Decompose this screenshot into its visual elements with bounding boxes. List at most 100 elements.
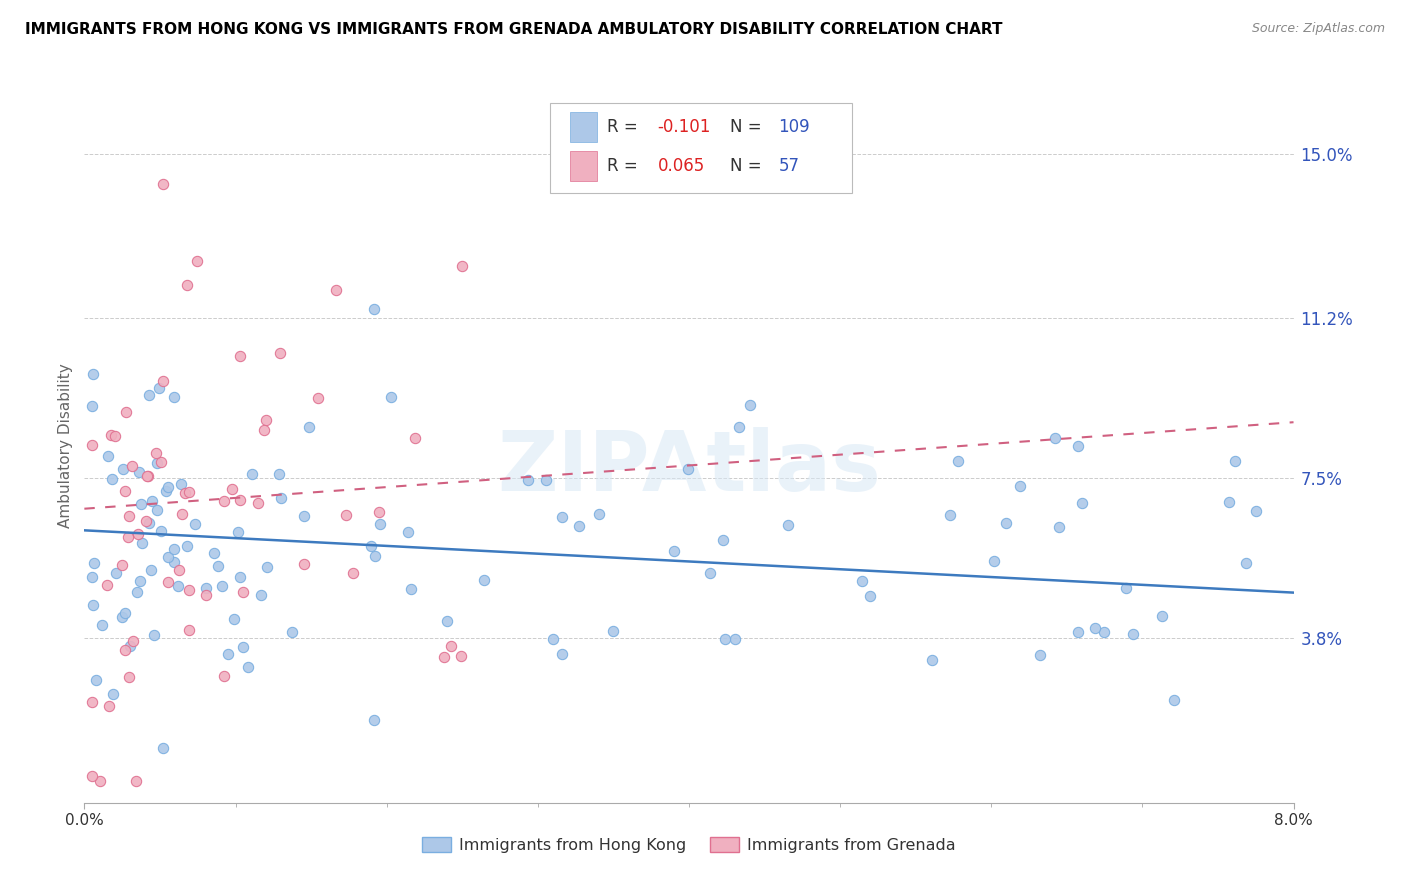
Text: N =: N =	[730, 118, 766, 136]
Point	[84, 673, 107, 688]
Point	[127, 527, 149, 541]
Point	[169, 477, 191, 491]
Point	[125, 774, 148, 789]
Point	[588, 507, 610, 521]
Point	[676, 462, 699, 476]
Point	[1029, 648, 1052, 662]
Point	[250, 588, 273, 602]
Point	[89, 774, 111, 789]
Point	[146, 456, 169, 470]
Point	[129, 497, 152, 511]
Point	[711, 533, 734, 548]
Point	[568, 518, 591, 533]
Point	[184, 516, 207, 531]
Point	[82, 598, 104, 612]
Text: -0.101: -0.101	[658, 118, 711, 136]
Point	[155, 483, 177, 498]
Point	[1047, 520, 1070, 534]
Point	[118, 639, 141, 653]
Point	[139, 562, 162, 576]
Point	[80, 570, 103, 584]
Point	[222, 612, 245, 626]
Point	[551, 509, 574, 524]
Point	[602, 624, 624, 638]
Point	[664, 544, 686, 558]
Point	[368, 505, 391, 519]
Point	[229, 492, 252, 507]
Legend: Immigrants from Hong Kong, Immigrants from Grenada: Immigrants from Hong Kong, Immigrants fr…	[416, 830, 962, 859]
Point	[433, 650, 456, 665]
Point	[152, 375, 174, 389]
Text: IMMIGRANTS FROM HONG KONG VS IMMIGRANTS FROM GRENADA AMBULATORY DISABILITY CORRE: IMMIGRANTS FROM HONG KONG VS IMMIGRANTS …	[25, 22, 1002, 37]
Point	[97, 449, 120, 463]
Point	[83, 556, 105, 570]
Point	[450, 649, 472, 664]
Text: R =: R =	[607, 118, 643, 136]
Text: R =: R =	[607, 157, 643, 175]
Point	[307, 391, 329, 405]
Point	[80, 399, 103, 413]
Point	[342, 566, 364, 580]
Text: 109: 109	[779, 118, 810, 136]
Point	[136, 469, 159, 483]
Point	[121, 459, 143, 474]
Point	[117, 530, 139, 544]
Point	[176, 278, 198, 293]
Point	[217, 647, 239, 661]
Point	[714, 632, 737, 646]
Text: ZIPAtlas: ZIPAtlas	[496, 427, 882, 508]
Point	[298, 419, 321, 434]
FancyBboxPatch shape	[571, 151, 598, 180]
Point	[103, 687, 125, 701]
Point	[267, 467, 290, 482]
Text: 0.065: 0.065	[658, 157, 704, 175]
Point	[229, 570, 252, 584]
Text: 57: 57	[779, 157, 800, 175]
Point	[226, 524, 249, 539]
Point	[1067, 625, 1090, 640]
Point	[150, 455, 173, 469]
Point	[994, 516, 1017, 530]
Point	[1092, 625, 1115, 640]
Point	[138, 387, 160, 401]
Point	[170, 507, 193, 521]
Point	[163, 555, 186, 569]
Point	[143, 628, 166, 642]
Point	[292, 558, 315, 572]
Point	[534, 473, 557, 487]
Point	[232, 640, 254, 655]
Point	[148, 381, 170, 395]
Point	[360, 540, 382, 554]
Point	[921, 653, 943, 667]
Point	[254, 413, 277, 427]
Point	[1234, 556, 1257, 570]
Point	[240, 467, 263, 482]
Point	[100, 427, 122, 442]
Point	[152, 741, 174, 756]
Point	[80, 769, 103, 783]
Point	[195, 588, 218, 602]
Point	[380, 390, 402, 404]
Point	[114, 606, 136, 620]
Point	[436, 614, 458, 628]
Point	[396, 525, 419, 540]
Point	[1045, 431, 1067, 445]
Point	[1071, 495, 1094, 509]
Point	[131, 535, 153, 549]
Point	[364, 549, 387, 563]
Point	[269, 346, 291, 360]
Point	[212, 669, 235, 683]
Point	[1067, 439, 1090, 453]
Point	[1084, 621, 1107, 635]
Point	[135, 514, 157, 528]
Point	[167, 563, 190, 577]
Point	[157, 549, 180, 564]
Point	[118, 670, 141, 684]
Point	[728, 419, 751, 434]
Point	[128, 465, 150, 479]
Point	[551, 647, 574, 661]
Point	[256, 559, 278, 574]
Point	[1115, 581, 1137, 595]
Point	[129, 574, 152, 588]
Point	[399, 582, 422, 596]
